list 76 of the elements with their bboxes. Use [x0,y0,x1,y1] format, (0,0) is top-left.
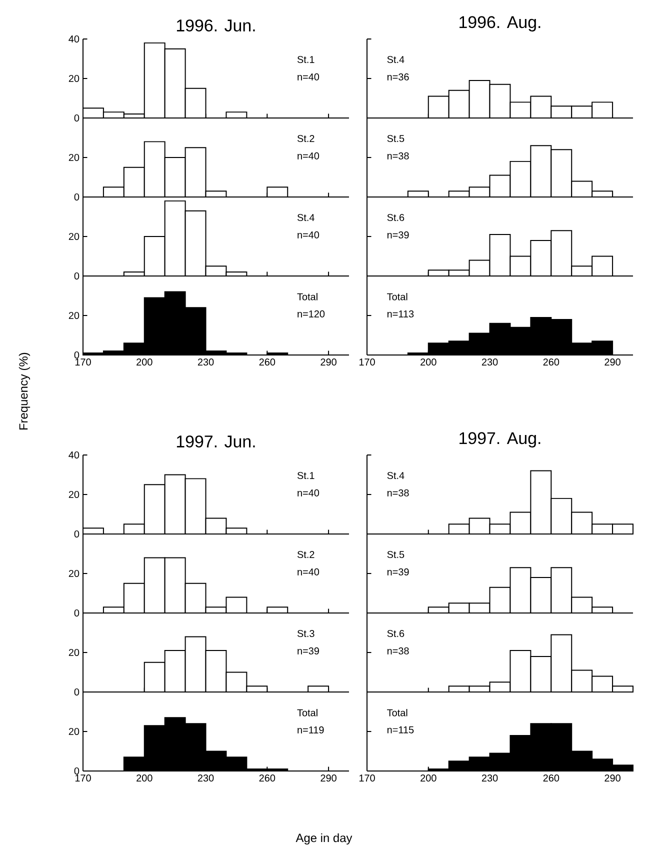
annotation: n=40 [298,568,320,576]
annotation: St.5 [387,550,404,558]
annotation: Total [387,292,408,300]
y-tick-label: 0 [74,688,80,696]
x-tick-label: 260 [259,774,276,782]
annotation: St.5 [387,134,404,142]
annotation: St.4 [297,214,314,222]
x-tick-label: 260 [543,358,560,366]
y-tick-label: 40 [68,451,80,459]
chart-title: 1996. Jun. [176,19,255,32]
y-tick-label: 0 [74,114,80,122]
y-tick-label: 0 [74,193,80,201]
y-tick-label: 20 [68,312,80,320]
annotation: St.1 [297,472,314,480]
x-tick-label: 230 [482,774,498,782]
annotation: n=119 [298,726,324,734]
annotation: n=40 [298,73,320,80]
x-tick-label: 200 [420,358,436,366]
x-tick-label: 230 [198,358,214,366]
x-tick-label: 170 [359,358,375,366]
x-tick-label: 230 [482,358,498,366]
y-tick-label: 0 [74,351,80,359]
x-tick-label: 200 [420,774,436,782]
annotation: n=115 [387,726,414,734]
annotation: St.6 [387,214,404,222]
y-tick-label: 20 [68,232,80,240]
x-axis-title: Age in day [296,833,352,845]
annotation: n=38 [387,647,409,654]
y-tick-label: 40 [68,35,80,43]
annotation: n=40 [298,231,320,238]
y-tick-label: 0 [74,530,80,538]
y-tick-label: 0 [74,272,80,280]
y-tick-label: 20 [68,154,80,162]
annotation: n=38 [387,489,409,496]
x-tick-label: 170 [75,358,91,366]
chart-title: 1997. Aug. [460,432,540,448]
annotation: n=39 [387,568,409,576]
x-tick-label: 200 [136,358,152,366]
annotation: Total [297,292,318,300]
annotation: n=120 [298,310,325,318]
y-tick-label: 20 [68,490,80,498]
annotation: n=38 [387,152,409,160]
x-tick-label: 290 [320,774,336,782]
y-tick-label: 0 [74,767,80,775]
annotation: n=39 [387,231,409,238]
annotation: n=113 [387,310,414,318]
annotation: Total [387,708,408,716]
y-tick-label: 20 [68,728,80,736]
annotation: St.2 [297,134,314,142]
y-tick-label: 20 [68,648,80,656]
annotation: Total [297,708,318,716]
annotation: St.3 [297,630,314,638]
x-tick-label: 290 [320,358,336,366]
chart-title: 1997. Jun. [176,435,255,448]
annotation: n=36 [387,73,409,80]
annotation: St.2 [297,550,314,558]
chart-title: 1996. Aug. [460,16,540,32]
x-tick-label: 260 [259,358,276,366]
x-tick-label: 200 [136,774,152,782]
x-tick-label: 170 [359,774,375,782]
y-tick-label: 20 [68,74,80,82]
annotation: St.4 [387,472,404,480]
annotation: n=40 [298,152,320,160]
x-tick-label: 290 [604,774,620,782]
annotation: n=40 [298,489,320,496]
annotation: n=39 [298,647,319,654]
x-tick-label: 230 [198,774,214,782]
y-tick-label: 20 [68,570,80,578]
annotation: St.4 [387,56,404,64]
annotation: St.1 [297,56,314,64]
x-tick-label: 290 [604,358,620,366]
y-axis-title: Frequency (%) [18,352,30,430]
y-tick-label: 0 [74,609,80,617]
x-tick-label: 260 [543,774,560,782]
annotation: St.6 [387,630,404,638]
x-tick-label: 170 [75,774,91,782]
